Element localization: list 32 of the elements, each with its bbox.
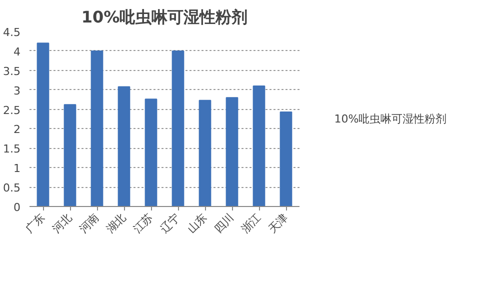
x-tick-label: 湖北 (104, 210, 129, 236)
bar (198, 100, 212, 206)
y-tick-label: 3 (14, 84, 20, 98)
x-tick-label: 江苏 (130, 210, 156, 236)
y-tick-label: 2.5 (3, 104, 21, 117)
y-tick-label: 2 (14, 123, 20, 136)
x-tick-label: 四川 (212, 210, 237, 236)
bar (118, 86, 130, 206)
y-tick-label: 4 (14, 45, 20, 58)
y-tick-label: 1.5 (3, 142, 21, 156)
x-tick-label: 河北 (50, 210, 75, 236)
bar (226, 97, 238, 206)
y-tick-label: 3.5 (3, 64, 21, 78)
y-tick-label: 4.5 (3, 26, 21, 39)
bar (144, 98, 158, 206)
x-tick-label: 天津 (266, 210, 291, 236)
text: 10%吡虫啉可湿性粉剂 (334, 111, 447, 126)
bar (36, 42, 50, 206)
chart-title: 10%吡虫啉可湿性粉剂 (81, 8, 248, 26)
x-tick-label: 辽宁 (158, 210, 183, 236)
x-tick-label: 山东 (184, 210, 210, 236)
y-tick-label: 0.5 (3, 182, 21, 195)
bar (172, 50, 184, 206)
x-tick-label: 广东 (22, 210, 48, 236)
bar (252, 85, 266, 206)
y-tick-label: 1 (14, 162, 20, 176)
x-tick-label: 浙江 (238, 210, 264, 236)
y-tick-label: 0 (14, 201, 20, 214)
bar (90, 50, 104, 206)
x-tick-label: 河南 (76, 210, 102, 236)
bar (280, 112, 292, 206)
bar (64, 104, 76, 206)
